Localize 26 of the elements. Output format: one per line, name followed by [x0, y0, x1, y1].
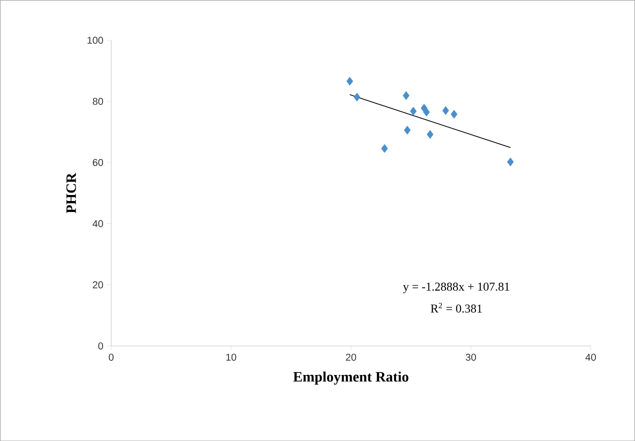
- x-tick-label: 30: [466, 354, 476, 361]
- x-tick-label: 0: [108, 354, 114, 361]
- y-tick-label: 40: [92, 220, 104, 228]
- point: [346, 76, 354, 86]
- point: [423, 108, 430, 116]
- x-tick-label: 10: [226, 354, 236, 361]
- point: [402, 91, 410, 100]
- y-tick-label: 20: [92, 281, 104, 288]
- point: [426, 130, 434, 139]
- annotation: R$^{2}$ = 0.381: [430, 302, 482, 313]
- point: [410, 106, 417, 116]
- point: [381, 144, 388, 153]
- y-tick-label: 60: [92, 158, 104, 166]
- point: [404, 126, 411, 134]
- annotation: y = -1.2888x + 107.81: [403, 282, 510, 294]
- y-tick-label: 0: [98, 342, 104, 350]
- point: [354, 92, 360, 102]
- point: [450, 110, 458, 119]
- point: [507, 157, 514, 166]
- y-axis-title: PHCR: [66, 172, 76, 214]
- x-tick-label: 20: [346, 354, 356, 361]
- y-tick-label: 80: [92, 98, 104, 105]
- point: [442, 106, 450, 115]
- x-axis-title: Employment Ratio: [293, 372, 408, 385]
- y-tick-label: 100: [88, 36, 104, 44]
- x-tick-label: 40: [585, 354, 596, 361]
